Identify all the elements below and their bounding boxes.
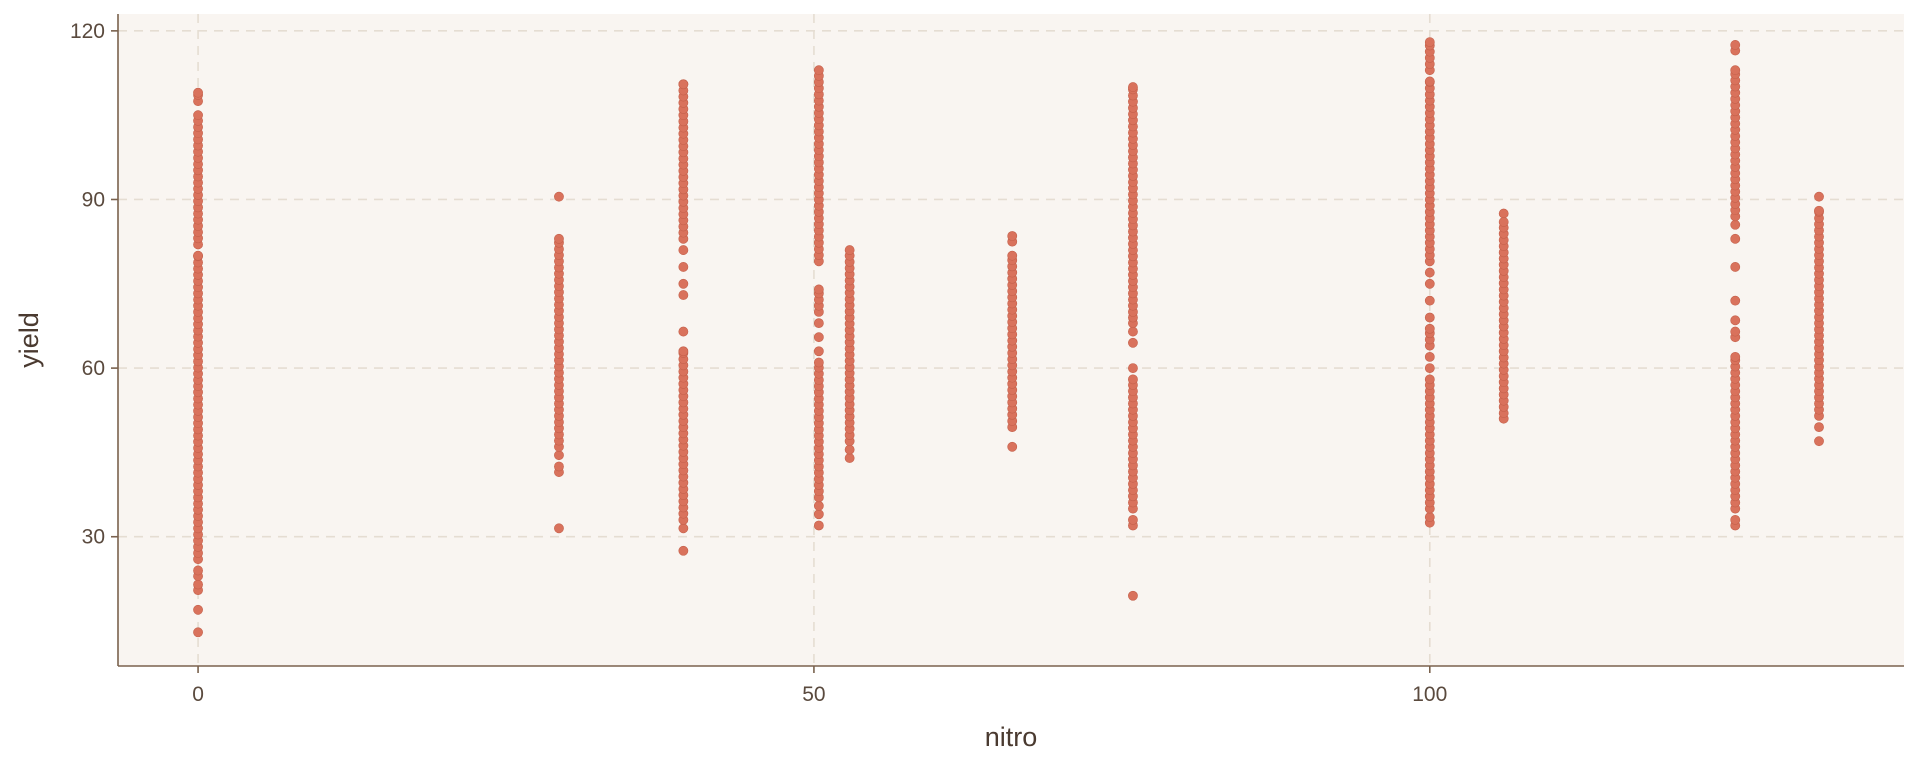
y-tick-label: 30 [82,526,105,549]
data-point [678,278,689,289]
data-point [1424,312,1435,323]
data-point [1424,374,1435,385]
data-point [678,523,689,534]
x-tick-label: 100 [1412,683,1447,706]
data-point [1007,441,1018,452]
data-point [1498,208,1509,219]
data-point [1424,37,1435,47]
data-point [678,545,689,556]
data-point [678,290,689,300]
data-point [678,346,689,357]
x-axis-title: nitro [985,722,1038,752]
data-point [1424,363,1435,373]
data-point [193,250,203,261]
data-point [193,627,203,638]
data-point [813,332,824,343]
y-axis-ticks: 30 60 90 120 [70,20,118,549]
data-point [1730,351,1741,362]
data-point [813,500,824,511]
data-point [1730,40,1741,50]
data-point [813,509,824,520]
data-point [678,326,689,337]
data-point [678,245,689,255]
data-point [554,450,564,461]
data-points [193,37,1824,638]
x-axis-ticks: 0 50 100 [192,666,1447,706]
data-point [1128,374,1138,385]
y-tick-label: 90 [82,188,105,211]
data-point [813,284,824,295]
data-point [1730,219,1741,230]
data-point [1128,514,1138,525]
data-point [813,346,824,357]
axes [117,14,1904,667]
data-point [1128,337,1138,348]
data-point [1814,436,1824,447]
data-point [554,191,564,202]
y-axis-title: yield [14,312,44,368]
data-point [1424,278,1435,289]
data-point [1424,351,1435,362]
data-point [1424,323,1435,334]
y-tick-label: 60 [82,357,105,380]
data-point [813,520,824,531]
data-point [1128,363,1138,373]
data-point [678,79,689,90]
data-point [1424,76,1435,87]
data-point [844,245,855,255]
data-point [813,65,824,76]
data-point [1814,422,1824,433]
data-point [193,87,203,98]
x-tick-label: 0 [192,683,204,706]
data-point [1128,590,1138,601]
data-point [1814,191,1824,202]
data-point [1730,315,1741,326]
data-point [678,262,689,272]
data-point [554,523,564,534]
data-point [1007,250,1018,261]
data-point [1007,231,1018,241]
data-point [844,444,855,455]
data-point [554,461,564,472]
data-point [1814,205,1824,216]
data-point [1730,295,1741,306]
data-point [1424,295,1435,306]
data-point [1730,326,1741,337]
data-point [1730,514,1741,525]
data-point [1128,82,1138,92]
data-point [193,110,203,121]
x-tick-label: 50 [802,683,825,706]
data-point [813,318,824,329]
data-point [1730,262,1741,272]
data-point [1424,512,1435,522]
y-tick-label: 120 [70,20,105,43]
data-point [193,579,203,590]
data-point [1498,217,1509,227]
data-point [844,453,855,463]
data-point [813,357,824,368]
data-point [1128,326,1138,337]
data-point [1730,233,1741,244]
data-point [193,565,203,576]
data-point [1730,65,1741,76]
data-point [1424,267,1435,278]
data-point [193,604,203,615]
data-point [554,233,564,244]
